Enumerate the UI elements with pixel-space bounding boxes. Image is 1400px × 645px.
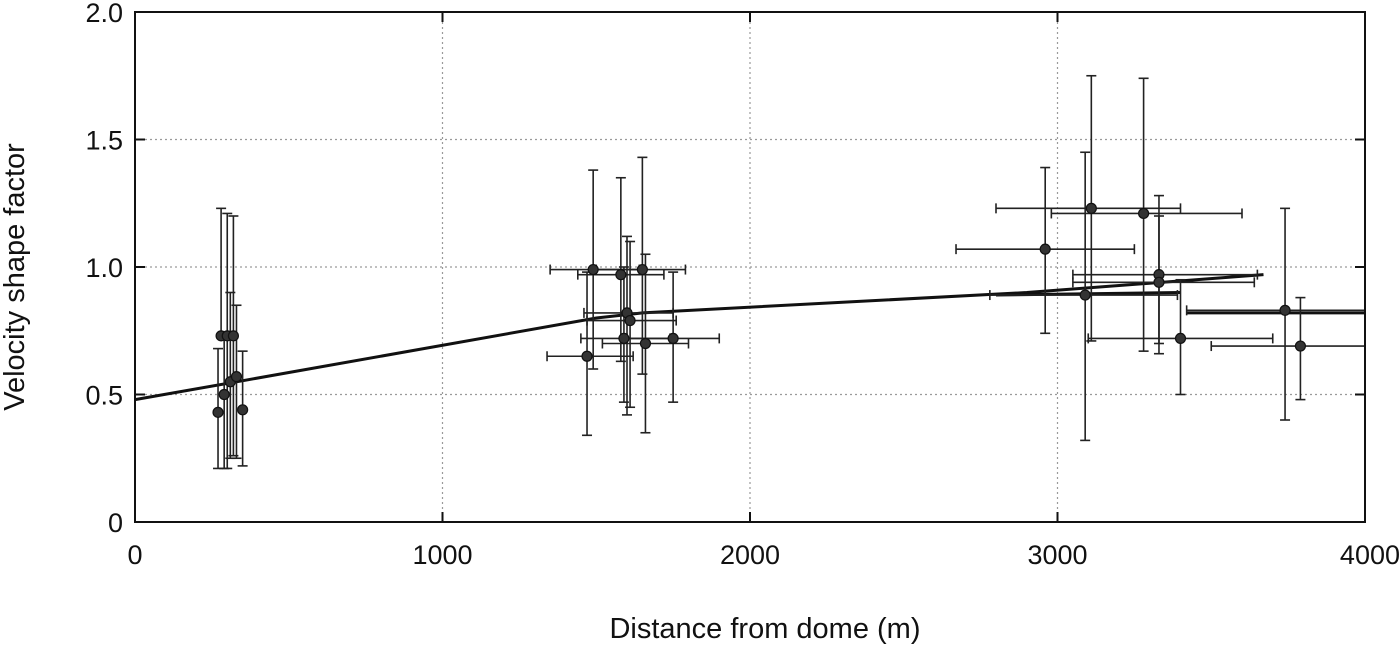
data-point xyxy=(1174,332,1187,344)
x-tick-label: 3000 xyxy=(1027,540,1087,570)
data-point xyxy=(581,350,593,362)
error-bars-layer xyxy=(213,74,1365,470)
y-tick-label: 1.0 xyxy=(85,253,123,283)
data-point xyxy=(1039,243,1051,255)
grid-layer xyxy=(134,11,1366,523)
y-tick-label: 0 xyxy=(108,508,123,538)
data-point xyxy=(636,263,648,276)
tick-labels-layer: 0 1000 2000 3000 4000 0 0.5 1.0 1.5 2.0 xyxy=(85,0,1400,570)
x-tick-label: 2000 xyxy=(720,540,780,570)
data-point xyxy=(1079,289,1091,301)
data-point xyxy=(1294,340,1307,352)
fit-line xyxy=(134,273,1264,402)
x-tick-label: 1000 xyxy=(412,540,472,570)
x-tick-label: 0 xyxy=(127,540,142,570)
data-point xyxy=(667,332,679,344)
data-point xyxy=(624,314,636,327)
data-point xyxy=(1153,276,1165,288)
data-point xyxy=(1137,207,1150,220)
data-point xyxy=(230,371,243,383)
data-point xyxy=(587,263,599,276)
data-point xyxy=(1279,304,1291,316)
data-point xyxy=(639,337,652,350)
data-point xyxy=(227,330,239,342)
x-tick-label: 4000 xyxy=(1340,540,1400,570)
x-axis-label: Distance from dome (m) xyxy=(609,613,920,645)
data-point xyxy=(1085,202,1097,214)
data-point xyxy=(237,404,249,416)
points-layer xyxy=(212,202,1307,418)
data-point xyxy=(615,269,627,281)
data-point xyxy=(218,388,230,401)
y-axis-label: Velocity shape factor xyxy=(0,143,31,411)
y-tick-label: 0.5 xyxy=(85,381,123,411)
data-point xyxy=(618,332,630,344)
y-tick-label: 2.0 xyxy=(85,0,123,28)
data-point xyxy=(212,406,224,418)
plot-frame xyxy=(134,11,1366,523)
y-tick-label: 1.5 xyxy=(85,126,123,156)
